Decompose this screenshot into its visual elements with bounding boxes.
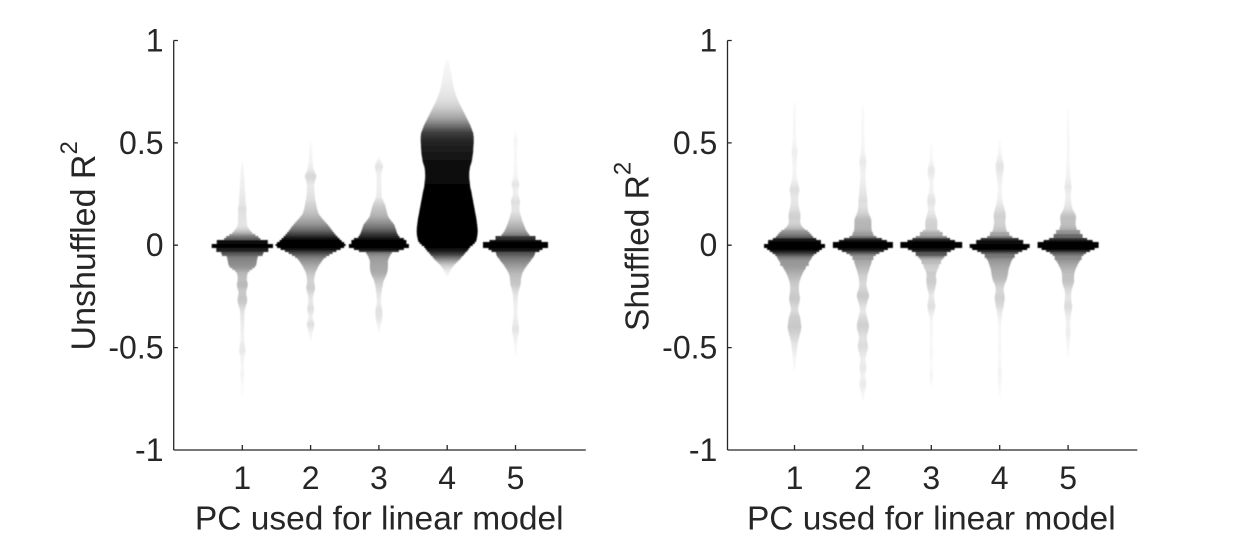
- svg-text:Unshuffled R2: Unshuffled R2: [56, 141, 103, 350]
- svg-text:3: 3: [922, 460, 940, 496]
- svg-text:4: 4: [991, 460, 1009, 496]
- svg-text:1: 1: [786, 460, 804, 496]
- svg-text:3: 3: [370, 460, 388, 496]
- svg-text:PC used for linear model: PC used for linear model: [747, 501, 1116, 538]
- svg-text:0.5: 0.5: [673, 125, 717, 161]
- svg-text:4: 4: [438, 460, 456, 496]
- svg-text:0: 0: [146, 227, 164, 263]
- svg-text:-0.5: -0.5: [108, 330, 163, 366]
- svg-text:0.5: 0.5: [119, 125, 163, 161]
- svg-text:-1: -1: [689, 432, 717, 468]
- svg-text:1: 1: [233, 460, 251, 496]
- svg-text:0: 0: [700, 227, 718, 263]
- svg-text:-0.5: -0.5: [662, 330, 717, 366]
- svg-text:2: 2: [854, 460, 872, 496]
- svg-text:1: 1: [700, 23, 718, 59]
- svg-text:1: 1: [146, 23, 164, 59]
- svg-text:PC used for linear model: PC used for linear model: [195, 501, 564, 538]
- svg-text:2: 2: [302, 460, 320, 496]
- svg-text:5: 5: [1059, 460, 1077, 496]
- svg-text:-1: -1: [135, 432, 163, 468]
- svg-text:Shuffled R2: Shuffled R2: [610, 162, 657, 331]
- svg-text:5: 5: [507, 460, 525, 496]
